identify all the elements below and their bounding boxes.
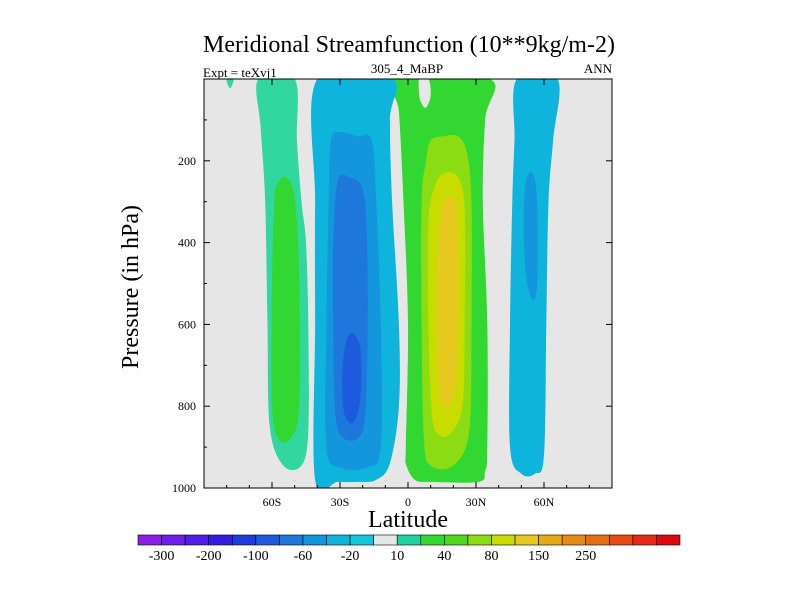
cell-equatorial-wedge: [403, 317, 409, 468]
colorbar-label: -60: [294, 549, 313, 564]
colorbar-swatch: [632, 534, 657, 546]
y-tick-label: 1000: [172, 481, 196, 495]
colorbar-swatch: [585, 534, 610, 546]
y-axis-label: Pressure (in hPa): [118, 205, 144, 369]
cell-north-hadley-core: [437, 196, 459, 407]
colorbar-label: 40: [437, 549, 451, 564]
season-label: ANN: [584, 61, 613, 76]
colorbar-swatch: [396, 534, 422, 546]
colorbar-swatch: [467, 534, 492, 546]
y-tick-label: 800: [178, 399, 196, 413]
colorbar-swatch: [420, 534, 445, 546]
colorbar-label: -20: [341, 549, 360, 564]
colorbar-swatch: [137, 534, 162, 546]
period-label: 305_4_MaBP: [371, 61, 443, 76]
colorbar-swatch: [302, 534, 327, 546]
colorbar-swatch: [255, 534, 280, 546]
colorbar-swatch: [561, 534, 587, 546]
colorbar-swatch: [373, 534, 398, 546]
colorbar-label: 10: [390, 549, 404, 564]
cell-north-ferrel-core: [523, 171, 538, 301]
colorbar-swatch: [279, 534, 304, 546]
x-tick-label: 0: [405, 495, 411, 509]
colorbar-label: -200: [196, 549, 222, 564]
colorbar-swatch: [231, 534, 257, 546]
cell-south-ferrel-core: [271, 176, 301, 444]
colorbar-swatch: [656, 534, 681, 546]
y-tick-label: 600: [178, 317, 196, 331]
colorbar-swatch: [491, 534, 516, 546]
y-tick-label: 400: [178, 236, 196, 250]
colorbar-label: 150: [528, 549, 549, 564]
x-tick-label: 60N: [534, 495, 555, 509]
colorbar-swatch: [326, 534, 351, 546]
cell-south-hadley-core: [342, 332, 362, 424]
x-axis-label: Latitude: [368, 507, 448, 533]
colorbar-label: -300: [149, 549, 175, 564]
experiment-label: Expt = teXvj1: [203, 65, 277, 80]
axis-ticks: 60S 30S 0 30N 60N 200 400 600 800 1000: [172, 79, 612, 509]
contour-fills: [226, 79, 560, 488]
colorbar-swatch: [444, 534, 469, 546]
colorbar-swatch: [184, 534, 209, 546]
colorbar-swatch: [514, 534, 539, 546]
colorbar-swatch: [538, 534, 563, 546]
x-tick-label: 30S: [331, 495, 350, 509]
y-tick-label: 200: [178, 154, 196, 168]
chart-title: Meridional Streamfunction (10**9kg/m-2): [203, 32, 615, 58]
colorbar-swatch: [349, 534, 374, 546]
colorbar-swatch: [161, 534, 186, 546]
colorbar-swatch: [609, 534, 634, 546]
cell-south-polar-sliver: [226, 79, 234, 89]
colorbar-label: 80: [484, 549, 498, 564]
x-tick-label: 30N: [466, 495, 487, 509]
cell-north-hadley-notch: [418, 79, 431, 108]
plot-area: [203, 78, 613, 489]
x-tick-label: 60S: [263, 495, 282, 509]
colorbar-label: 250: [575, 549, 596, 564]
colorbar: -300 -200 -100 -60 -20 10 40 80 150 250: [137, 534, 681, 564]
colorbar-swatch: [208, 534, 233, 546]
colorbar-label: -100: [243, 549, 269, 564]
